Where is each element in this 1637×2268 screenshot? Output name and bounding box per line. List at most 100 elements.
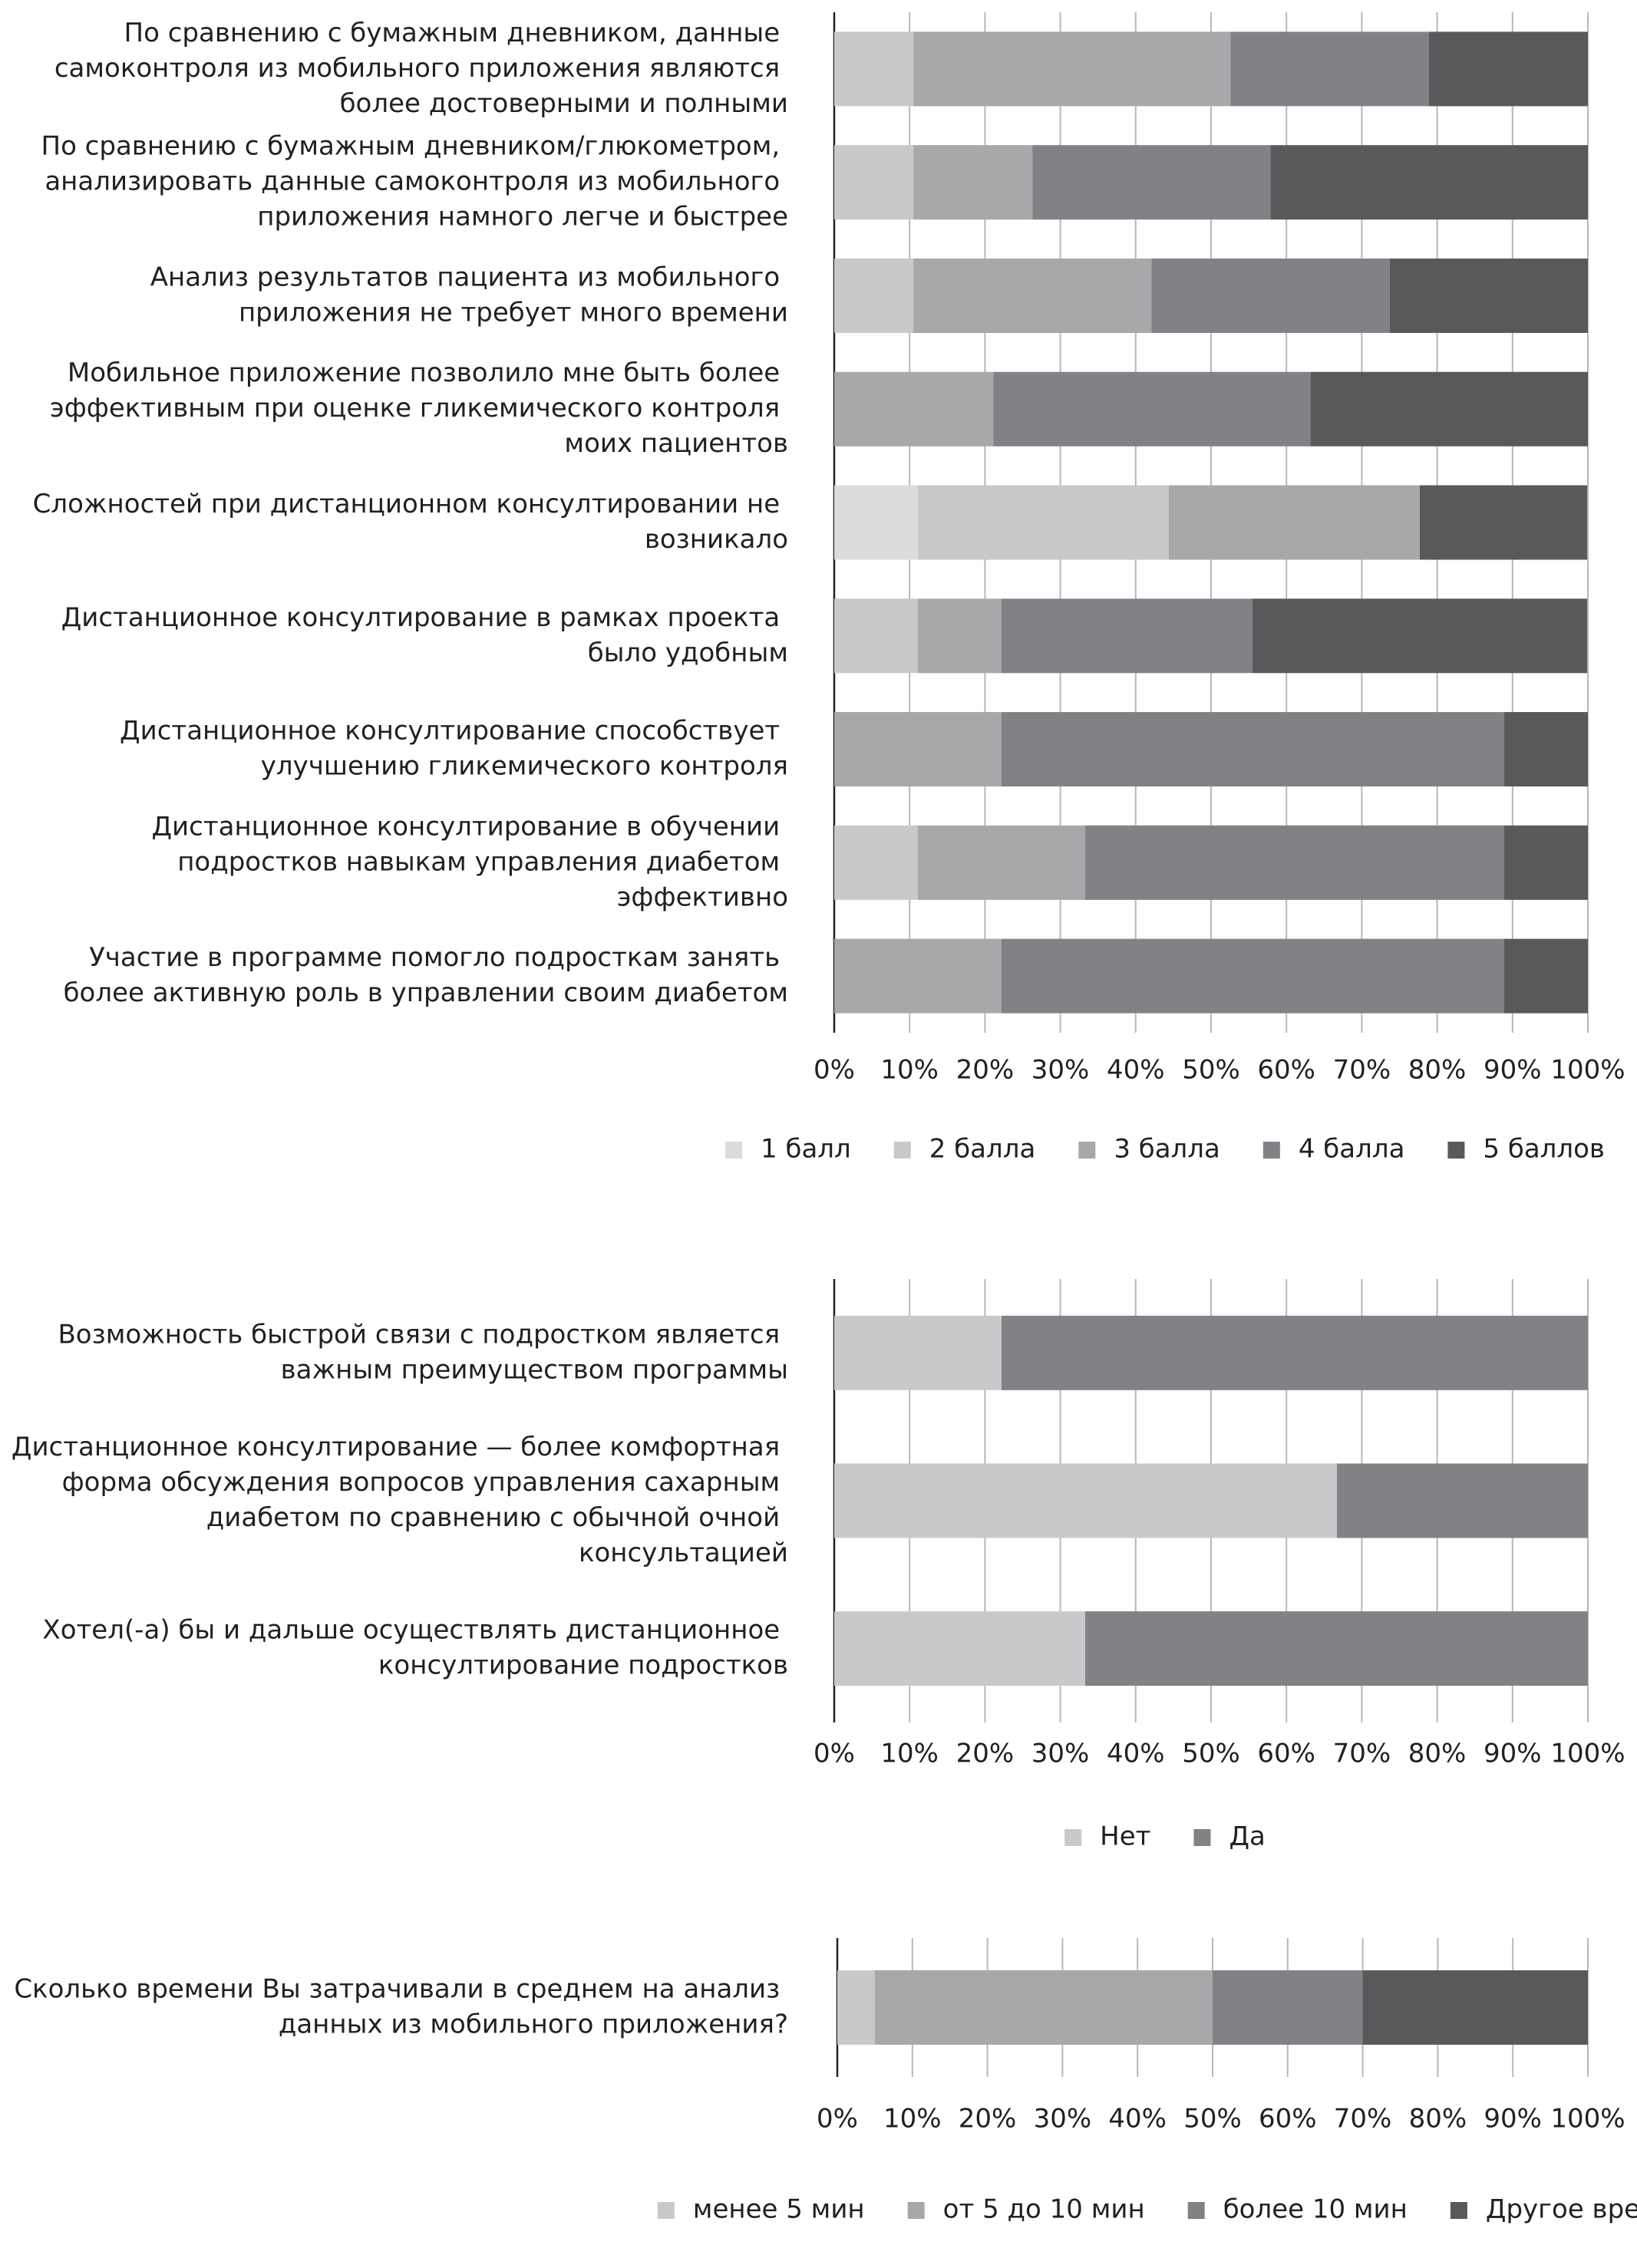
legend-swatch bbox=[1450, 2202, 1467, 2219]
bar-segment bbox=[1270, 145, 1588, 220]
x-tick-label: 100% bbox=[1550, 1055, 1625, 1086]
x-tick-label: 30% bbox=[1031, 1739, 1090, 1769]
category-label: По сравнению с бумажным дневником/глюком… bbox=[41, 130, 789, 232]
bar-segment bbox=[1002, 712, 1504, 787]
legend-label: более 10 мин bbox=[1223, 2194, 1408, 2225]
bar-segment bbox=[834, 712, 1002, 787]
category-label: Возможность быстрой связи с подростком я… bbox=[58, 1319, 788, 1385]
bar-segment bbox=[834, 598, 919, 674]
label-line: Сколько времени Вы затрачивали в среднем… bbox=[14, 1973, 788, 2004]
x-tick-label: 90% bbox=[1484, 1739, 1542, 1769]
x-tick-label: 100% bbox=[1550, 2104, 1625, 2134]
legend-swatch bbox=[725, 1142, 743, 1159]
label-line: более активную роль в управлении своим д… bbox=[64, 977, 788, 1008]
bar-segment bbox=[1002, 938, 1504, 1014]
bar-segment bbox=[834, 145, 914, 220]
label-line: консультацией bbox=[579, 1538, 788, 1568]
x-tick-label: 60% bbox=[1257, 1055, 1315, 1086]
bar-segment bbox=[834, 258, 914, 333]
label-line: эффективным при оценке гликемического ко… bbox=[50, 393, 788, 424]
category-label: Участие в программе помогло подросткам з… bbox=[64, 942, 788, 1008]
bar-segment bbox=[1503, 712, 1588, 787]
label-line: приложения не требует много времени bbox=[239, 297, 788, 328]
category-label: Дистанционное консултирование в рамках п… bbox=[61, 602, 788, 668]
x-tick-label: 100% bbox=[1550, 1739, 1625, 1769]
x-tick-label: 60% bbox=[1259, 2104, 1317, 2134]
bar-segment bbox=[1032, 145, 1271, 220]
label-line: консултирование подростков bbox=[378, 1650, 788, 1680]
bar-segment bbox=[834, 938, 1002, 1014]
category-label: Анализ результатов пациента из мобильног… bbox=[150, 262, 788, 328]
label-line: Дистанционное консултирование — более ко… bbox=[12, 1432, 788, 1462]
bar-segment bbox=[1151, 258, 1390, 333]
label-line: более достоверными и полными bbox=[340, 87, 788, 118]
label-line: возникало bbox=[645, 524, 788, 555]
label-line: самоконтроля из мобильного приложения яв… bbox=[54, 52, 788, 83]
legend-swatch bbox=[1447, 1142, 1465, 1159]
x-tick-label: 90% bbox=[1484, 1055, 1542, 1086]
x-tick-label: 50% bbox=[1182, 1055, 1240, 1086]
bar-segment bbox=[1503, 938, 1588, 1014]
legend: 1 балл 2 балла 3 балла 4 балла 5 баллов bbox=[725, 1134, 1605, 1165]
legend-label: 3 балла bbox=[1114, 1134, 1220, 1165]
label-line: Возможность быстрой связи с подростком я… bbox=[58, 1319, 788, 1350]
x-tick-label: 20% bbox=[956, 1739, 1015, 1769]
bar-segment bbox=[993, 371, 1311, 447]
bar-segment bbox=[834, 1463, 1337, 1538]
bar-segment bbox=[913, 145, 1033, 220]
bar-segment bbox=[1420, 485, 1588, 560]
x-tick-label: 10% bbox=[883, 2104, 942, 2134]
bar-segment bbox=[1230, 31, 1429, 107]
label-line: приложения намного легче и быстрее bbox=[257, 201, 788, 232]
legend: менее 5 мин от 5 до 10 мин более 10 мин Дру… bbox=[657, 2194, 1637, 2225]
bar-segment bbox=[918, 825, 1086, 900]
x-tick-label: 30% bbox=[1034, 2104, 1092, 2134]
legend-label: 2 балла bbox=[929, 1134, 1036, 1165]
legend-swatch bbox=[893, 1142, 911, 1159]
x-tick-label: 20% bbox=[959, 2104, 1017, 2134]
label-line: было удобным bbox=[588, 637, 788, 668]
bar-segment bbox=[1085, 1611, 1588, 1686]
bar-segment bbox=[834, 31, 914, 107]
x-tick-label: 0% bbox=[814, 1739, 855, 1769]
bar-segment bbox=[913, 31, 1231, 107]
label-line: эффективно bbox=[617, 882, 788, 912]
bar-segment bbox=[1085, 825, 1504, 900]
legend-swatch bbox=[1187, 2202, 1205, 2219]
x-tick-label: 10% bbox=[880, 1055, 939, 1086]
label-line: важным преимуществом программы bbox=[281, 1354, 788, 1385]
legend-swatch bbox=[1078, 1142, 1096, 1159]
legend-label: Нет bbox=[1100, 1821, 1150, 1852]
bar-segment bbox=[1213, 1970, 1363, 2045]
bar-segment bbox=[1169, 485, 1421, 560]
legend-label: 5 баллов bbox=[1483, 1134, 1605, 1165]
legend-label: менее 5 мин bbox=[693, 2194, 865, 2225]
category-label: Дистанционное консултирование способству… bbox=[120, 715, 788, 781]
x-tick-label: 70% bbox=[1333, 1739, 1391, 1769]
legend: Нет Да bbox=[1064, 1821, 1266, 1852]
bar-segment bbox=[1253, 598, 1588, 674]
label-line: Сложностей при дистанционном консултиров… bbox=[33, 489, 788, 519]
label-line: Дистанционное консултирование в рамках п… bbox=[61, 602, 788, 632]
label-line: форма обсуждения вопросов управления сах… bbox=[62, 1467, 788, 1498]
bar-segment bbox=[1310, 371, 1588, 447]
legend-swatch bbox=[907, 2202, 925, 2219]
bar-segment bbox=[834, 1611, 1086, 1686]
bar-segment bbox=[837, 1970, 875, 2045]
x-tick-label: 90% bbox=[1484, 2104, 1542, 2134]
bar-segment bbox=[1503, 825, 1588, 900]
bar-segment bbox=[918, 485, 1170, 560]
x-tick-label: 80% bbox=[1409, 2104, 1467, 2134]
x-tick-label: 0% bbox=[817, 2104, 858, 2134]
bar-segment bbox=[913, 258, 1152, 333]
label-line: Дистанционное консултирование в обучении bbox=[151, 811, 788, 842]
x-tick-label: 50% bbox=[1183, 2104, 1242, 2134]
bar-segment bbox=[1389, 258, 1588, 333]
label-line: диабетом по сравнению с обычной очной bbox=[206, 1502, 788, 1533]
bar-segment bbox=[918, 598, 1002, 674]
label-line: подростков навыкам управления диабетом bbox=[177, 846, 788, 877]
bar-segment bbox=[834, 1315, 1002, 1390]
x-tick-label: 20% bbox=[956, 1055, 1015, 1086]
